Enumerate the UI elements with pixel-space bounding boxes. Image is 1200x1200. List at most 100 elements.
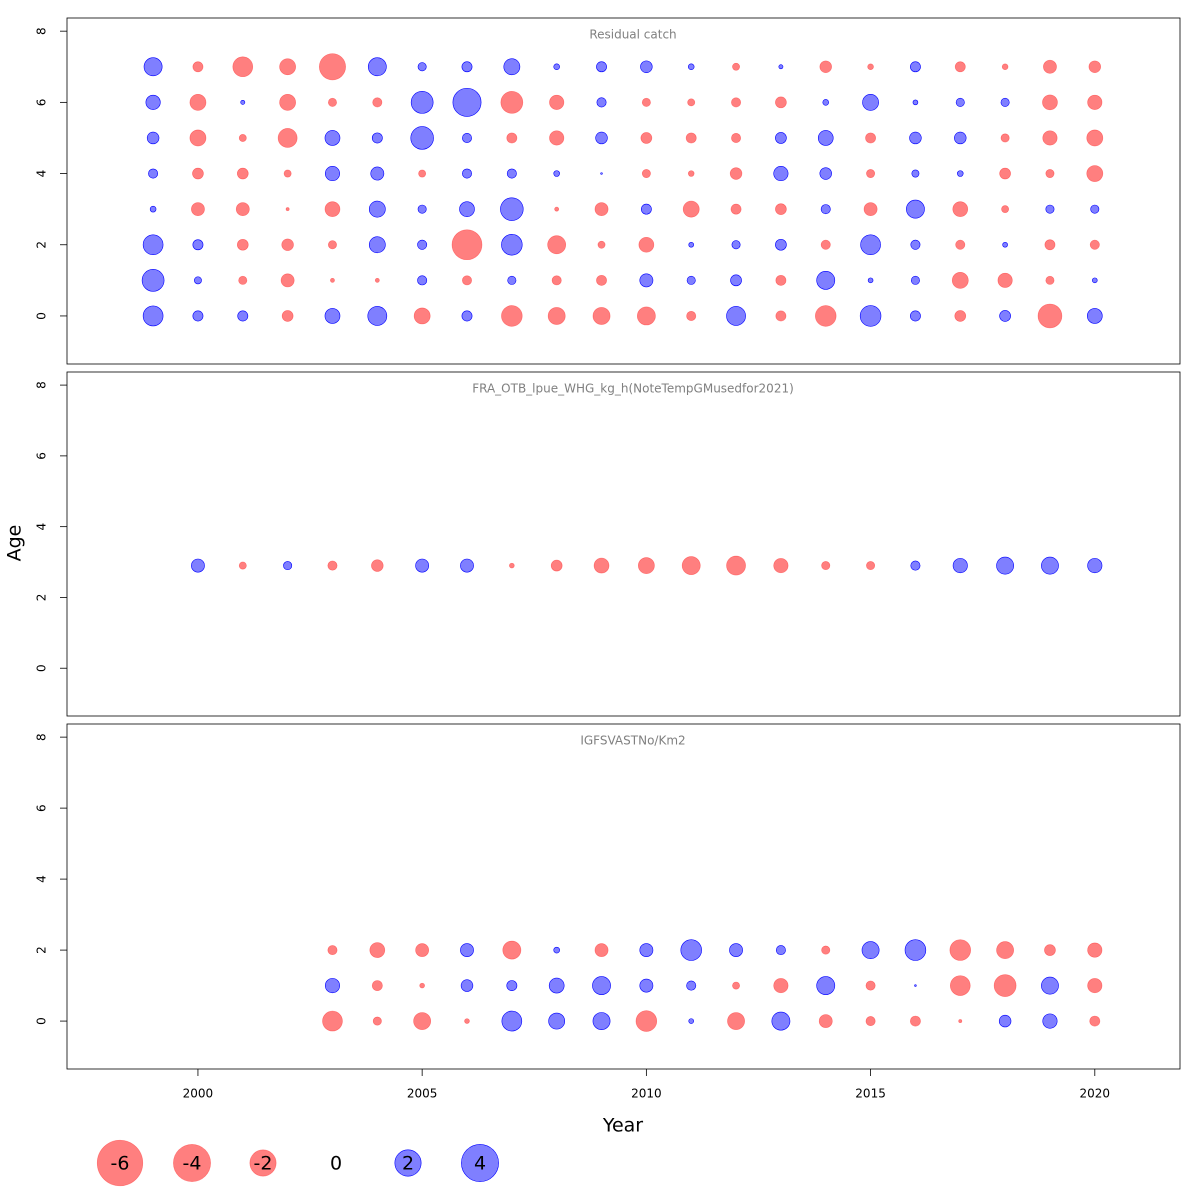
- y-tick-label: 8: [35, 27, 49, 35]
- residual-bubble: [410, 126, 434, 150]
- residual-bubble: [597, 240, 606, 249]
- residual-bubble: [906, 199, 925, 219]
- residual-bubble: [141, 269, 165, 292]
- residual-bubble: [460, 943, 474, 957]
- residual-bubble: [509, 562, 515, 569]
- residual-bubble: [417, 204, 427, 214]
- residual-bubble: [143, 57, 163, 77]
- residual-bubble: [730, 274, 742, 287]
- residual-bubble: [729, 167, 743, 180]
- residual-bubble: [549, 94, 565, 110]
- panel-title: Residual catch: [589, 28, 676, 42]
- residual-bubble: [371, 559, 384, 572]
- residual-bubble: [954, 61, 966, 73]
- residual-bubble: [865, 132, 876, 144]
- legend-bubble: [249, 1149, 277, 1177]
- x-tick-label: 2020: [1080, 1087, 1111, 1101]
- residual-bubble: [149, 205, 157, 213]
- residual-bubble: [192, 61, 204, 73]
- residual-bubble: [775, 96, 787, 109]
- residual-bubble: [993, 974, 1017, 997]
- residual-bubble: [997, 272, 1013, 288]
- residual-bubble: [148, 168, 159, 179]
- residual-bubble: [370, 166, 385, 181]
- residual-bubble: [996, 556, 1014, 575]
- residual-bubble: [417, 62, 427, 72]
- residual-bubble: [549, 130, 565, 146]
- residual-bubble: [1087, 558, 1103, 574]
- y-tick-label: 2: [35, 946, 49, 954]
- residual-bubble: [596, 61, 607, 73]
- residual-bubble: [955, 239, 966, 250]
- residual-bubble: [417, 239, 428, 250]
- residual-bubble: [1087, 942, 1103, 958]
- y-tick-label: 4: [35, 875, 49, 883]
- residual-bubble: [501, 234, 523, 256]
- residual-bubble: [1045, 169, 1055, 179]
- residual-bubble: [859, 305, 882, 327]
- residual-bubble: [240, 99, 246, 105]
- residual-bubble: [452, 87, 482, 117]
- residual-bubble: [279, 94, 296, 111]
- residual-bubble: [451, 229, 483, 261]
- residual-bubble: [1092, 277, 1098, 284]
- panel-frame: [66, 371, 1181, 717]
- residual-bubble: [778, 64, 784, 70]
- residual-bubble: [462, 275, 472, 286]
- residual-bubble: [638, 557, 655, 574]
- residual-bubble: [1041, 976, 1059, 995]
- residual-bubble: [639, 273, 654, 288]
- residual-bubble: [277, 128, 298, 148]
- residual-bubble: [1042, 94, 1058, 111]
- residual-bubble: [551, 275, 562, 286]
- residual-bubble: [367, 57, 387, 77]
- residual-bubble: [327, 945, 338, 956]
- residual-bubble: [419, 982, 425, 989]
- residual-bubble: [1041, 556, 1059, 575]
- y-axis-label: Age: [4, 525, 26, 562]
- residual-bubble: [641, 169, 651, 179]
- y-tick-label: 6: [35, 804, 49, 812]
- residual-bubble: [999, 167, 1011, 180]
- residual-bubble: [189, 94, 207, 111]
- residual-bubble: [819, 167, 832, 180]
- residual-bubble: [687, 98, 696, 107]
- residual-bubble: [680, 939, 702, 961]
- residual-bubble: [593, 557, 610, 574]
- residual-bubble: [596, 274, 607, 286]
- residual-bubble: [638, 236, 655, 253]
- residual-bubble: [686, 275, 696, 285]
- legend-label: -4: [183, 1153, 202, 1175]
- residual-bubble: [867, 63, 874, 71]
- residual-bubble: [235, 202, 250, 217]
- residual-bubble: [191, 202, 205, 217]
- x-axis-label: Year: [602, 1115, 643, 1137]
- residual-bubble: [1042, 1013, 1058, 1029]
- residual-bubble: [413, 307, 431, 325]
- residual-bubble: [237, 310, 249, 322]
- residual-bubble: [418, 169, 427, 178]
- residual-bubble: [775, 274, 787, 286]
- residual-bubble: [866, 561, 876, 571]
- residual-bubble: [372, 1016, 382, 1026]
- residual-bubble: [687, 63, 695, 71]
- residual-bubble: [1087, 94, 1103, 110]
- residual-bubble: [635, 1010, 658, 1032]
- residual-bubble: [865, 1016, 876, 1027]
- residual-bubble: [775, 203, 787, 215]
- residual-bubble: [506, 168, 517, 179]
- residual-bubble: [507, 275, 517, 285]
- residual-bubble: [729, 943, 743, 957]
- residual-bubble: [600, 172, 603, 175]
- residual-bubble: [594, 943, 609, 957]
- panel-title: FRA_OTB_lpue_WHG_kg_h(NoteTempGMusedfor2…: [472, 382, 794, 396]
- residual-bubble: [1043, 59, 1057, 74]
- y-tick-label: 4: [35, 523, 49, 531]
- panel-title: IGFSVASTNo/Km2: [580, 734, 685, 748]
- residual-bubble: [731, 240, 741, 250]
- residual-bubble: [951, 271, 969, 289]
- residual-bubble: [1037, 303, 1063, 329]
- residual-bubble: [462, 168, 472, 179]
- residual-bubble: [462, 133, 472, 143]
- residual-bubble: [682, 200, 700, 218]
